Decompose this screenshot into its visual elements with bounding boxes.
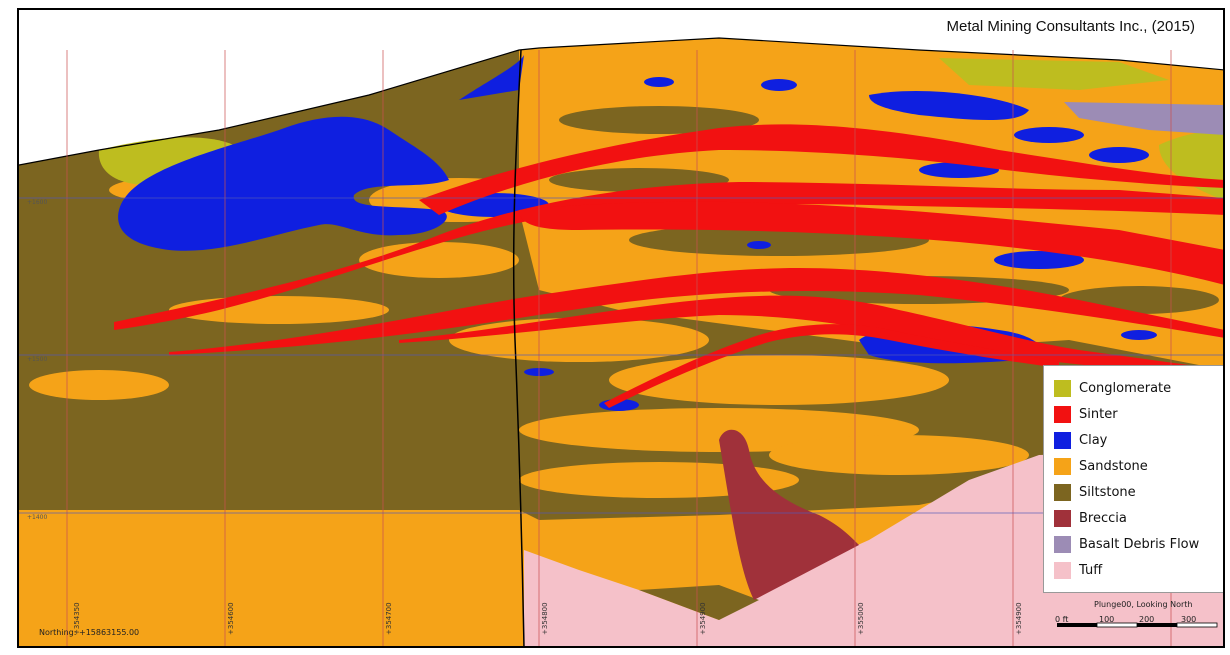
elevation-gridlines — [19, 197, 1223, 514]
legend-item-sandstone: Sandstone — [1054, 456, 1148, 476]
easting-tick: +354700 — [385, 602, 393, 635]
sandstone-lens — [769, 435, 1029, 475]
legend-swatch — [1054, 535, 1071, 553]
siltstone-lens — [639, 585, 759, 620]
drill-trace — [512, 49, 525, 646]
siltstone-lens — [559, 106, 759, 134]
easting-tick: +354600 — [227, 602, 235, 635]
sinter-band — [519, 201, 1223, 285]
clay-lens — [118, 116, 450, 251]
legend-label: Sinter — [1079, 406, 1118, 422]
sandstone-lens — [29, 370, 169, 400]
legend-item-tuff: Tuff — [1054, 560, 1102, 580]
clay-lens — [994, 251, 1084, 269]
easting-tick: +354900 — [699, 602, 707, 635]
legend-item-conglomerate: Conglomerate — [1054, 378, 1171, 398]
legend-item-breccia: Breccia — [1054, 508, 1127, 528]
northing-label: Northing: +15863155.00 — [39, 628, 140, 637]
figure-credit: Metal Mining Consultants Inc., (2015) — [946, 18, 1195, 35]
easting-tick: +354350 — [73, 602, 81, 635]
easting-tick: +354800 — [541, 602, 549, 635]
legend-label: Conglomerate — [1079, 380, 1172, 396]
sinter-band — [114, 182, 1223, 330]
basalt-debris-flow — [1064, 102, 1223, 135]
clay-lens — [869, 90, 1029, 120]
topography-line — [19, 37, 1223, 166]
sky-area — [19, 10, 1223, 165]
elevation-tick: +1600 — [27, 199, 47, 206]
clay-lens — [1089, 147, 1149, 163]
scale-bar — [1057, 622, 1218, 628]
easting-tick: +354900 — [1015, 602, 1023, 635]
legend-label: Tuff — [1079, 562, 1103, 578]
scale-label: 300 — [1181, 615, 1197, 624]
legend-swatch — [1054, 509, 1071, 527]
sinter-band — [169, 268, 1223, 355]
conglomerate-lens — [939, 58, 1169, 90]
legend-swatch — [1054, 405, 1071, 423]
legend-item-sinter: Sinter — [1054, 404, 1118, 424]
legend-label: Sandstone — [1079, 458, 1148, 474]
clay-lens — [1014, 127, 1084, 143]
legend-swatch — [1054, 483, 1071, 501]
sinter-band — [419, 124, 1223, 215]
sinter-band — [604, 324, 1059, 408]
elevation-tick: +1500 — [27, 356, 47, 363]
clay-lens — [747, 241, 771, 249]
easting-gridlines — [66, 50, 1172, 646]
legend-swatch — [1054, 457, 1071, 475]
clay-lens — [761, 79, 797, 91]
clay-lens — [459, 55, 524, 100]
legend-label: Basalt Debris Flow — [1079, 536, 1200, 552]
legend-swatch — [1054, 561, 1071, 579]
geologic-cross-section: +1600 +1500 +1400 +354350 +354600 +35470… — [19, 10, 1223, 646]
breccia-body — [719, 429, 859, 600]
legend-label: Breccia — [1079, 510, 1127, 526]
clay-lens — [1121, 330, 1157, 340]
scale-label: 200 — [1139, 615, 1155, 624]
scale-label: 100 — [1099, 615, 1115, 624]
legend-item-basalt-debris-flow: Basalt Debris Flow — [1054, 534, 1199, 554]
legend-label: Clay — [1079, 432, 1108, 448]
elevation-tick: +1400 — [27, 514, 47, 521]
plunge-label: Plunge00, Looking North — [1094, 600, 1193, 609]
legend-swatch — [1054, 379, 1071, 397]
easting-tick: +355000 — [857, 602, 865, 635]
legend-item-clay: Clay — [1054, 430, 1107, 450]
legend-item-siltstone: Siltstone — [1054, 482, 1136, 502]
scale-label: 0 ft — [1055, 615, 1069, 624]
clay-lens — [644, 77, 674, 87]
legend-label: Siltstone — [1079, 484, 1136, 500]
cross-section-figure: +1600 +1500 +1400 +354350 +354600 +35470… — [17, 8, 1225, 648]
legend: Conglomerate Sinter Clay Sandstone Silts… — [1043, 365, 1223, 593]
legend-swatch — [1054, 431, 1071, 449]
